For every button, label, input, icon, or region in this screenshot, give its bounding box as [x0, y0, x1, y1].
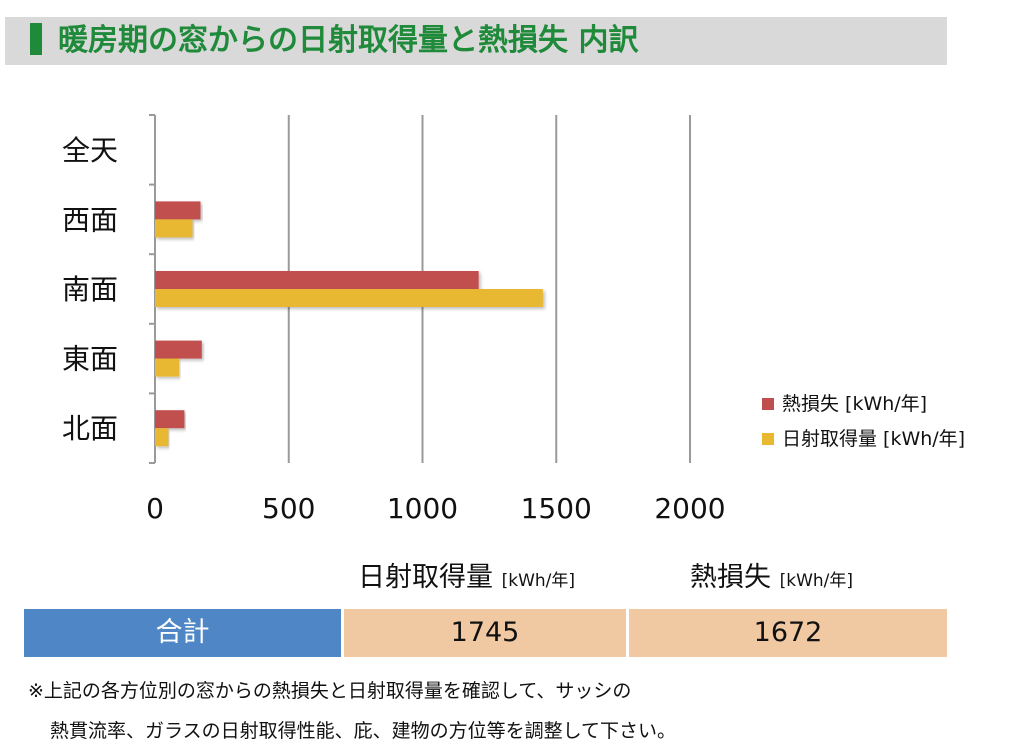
legend-label: 熱損失 [kWh/年]	[782, 393, 927, 415]
note-line-2: 熱貫流率、ガラスの日射取得性能、庇、建物の方位等を調整して下さい。	[50, 720, 677, 742]
summary-header-gain-label: 日射取得量	[358, 562, 493, 593]
bar-solar-gain	[155, 219, 193, 238]
bar-solar-gain	[155, 289, 543, 307]
summary-header-gain-unit: [kWh/年]	[501, 571, 576, 591]
summary-header-loss-label: 熱損失	[690, 562, 771, 593]
category-label: 西面	[62, 203, 118, 236]
summary-header-loss-unit: [kWh/年]	[779, 571, 854, 591]
legend-swatch	[762, 433, 774, 445]
title-marker	[30, 23, 42, 55]
title-bar	[5, 17, 947, 65]
category-label: 北面	[62, 412, 118, 445]
x-tick-label: 500	[262, 492, 315, 525]
x-tick-label: 2000	[654, 492, 725, 525]
legend-swatch	[762, 398, 774, 410]
category-label: 東面	[62, 343, 118, 376]
note-line-1: ※上記の各方位別の窓からの熱損失と日射取得量を確認して、サッシの	[28, 680, 632, 702]
category-label: 南面	[62, 273, 118, 306]
bar-heat-loss	[155, 410, 185, 429]
bar-heat-loss	[155, 340, 202, 359]
x-tick-label: 1000	[387, 492, 458, 525]
bar-heat-loss	[155, 201, 201, 220]
summary-row: 合計 1745 1672	[24, 609, 947, 657]
bar-heat-loss	[155, 271, 479, 289]
bar-solar-gain	[155, 428, 169, 447]
category-label: 全天	[62, 134, 118, 167]
gain-total-cell: 1745	[344, 609, 626, 657]
page-title: 暖房期の窓からの日射取得量と熱損失 内訳	[58, 23, 639, 58]
summary-header-gain: 日射取得量 [kWh/年]	[358, 558, 575, 598]
legend-label: 日射取得量 [kWh/年]	[782, 428, 965, 450]
x-tick-label: 1500	[521, 492, 592, 525]
summary-header-loss: 熱損失 [kWh/年]	[690, 558, 853, 598]
bar-solar-gain	[155, 358, 180, 377]
total-label-cell: 合計	[24, 609, 341, 657]
loss-total-cell: 1672	[629, 609, 947, 657]
x-tick-label: 0	[146, 492, 164, 525]
